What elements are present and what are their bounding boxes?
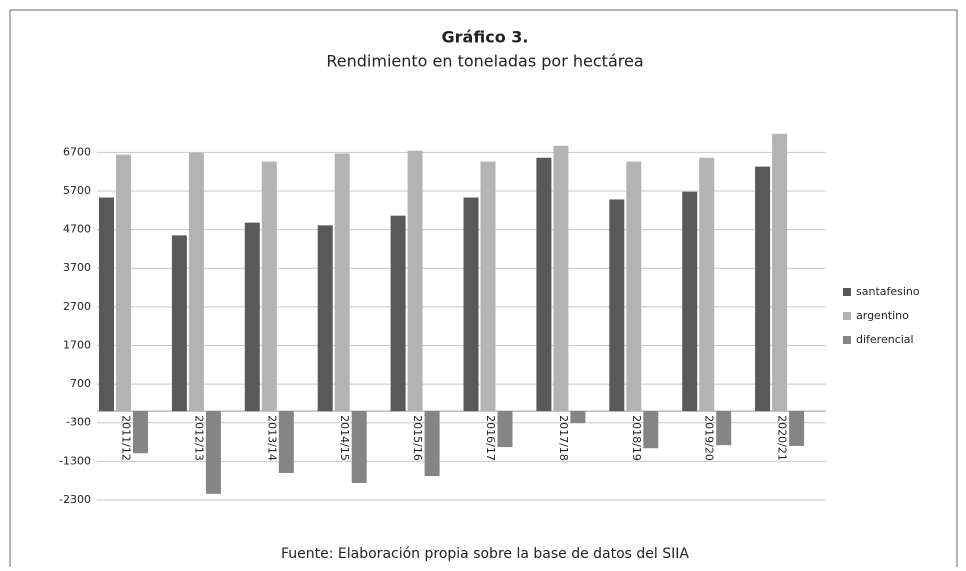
- y-tick-label: 700: [70, 377, 91, 390]
- x-tick-label: 2020/21: [776, 415, 789, 461]
- y-tick-label: -1300: [59, 454, 91, 467]
- x-tick-label: 2014/15: [338, 415, 351, 461]
- y-tick-label: 6700: [63, 145, 91, 158]
- bar: [497, 411, 513, 448]
- bar: [699, 157, 715, 412]
- bar: [424, 411, 440, 477]
- x-tick-label: 2013/14: [265, 415, 278, 461]
- y-tick-label: -300: [66, 416, 91, 429]
- x-tick-label: 2018/19: [630, 415, 643, 461]
- bar: [261, 161, 277, 412]
- bar: [480, 161, 496, 412]
- x-tick-label: 2017/18: [557, 415, 570, 461]
- bar: [570, 411, 586, 424]
- bar: [716, 411, 732, 446]
- bar: [334, 153, 350, 412]
- bar: [99, 197, 114, 412]
- x-tick-label: 2015/16: [411, 415, 424, 461]
- chart-subtitle: Rendimiento en toneladas por hectárea: [326, 52, 643, 71]
- bar: [244, 222, 260, 412]
- source-note: Fuente: Elaboración propia sobre la base…: [281, 546, 689, 562]
- bar: [463, 197, 479, 412]
- bar: [205, 411, 221, 494]
- legend-label: diferencial: [856, 333, 914, 346]
- x-tick-label: 2011/12: [120, 415, 133, 461]
- bar: [351, 411, 367, 484]
- bar: [682, 191, 698, 412]
- y-tick-label: -2300: [59, 493, 91, 506]
- bar: [278, 411, 294, 473]
- chart-title: Gráfico 3.: [442, 28, 529, 47]
- bar: [626, 161, 642, 412]
- y-tick-label: 4700: [63, 223, 91, 236]
- bar: [407, 150, 423, 412]
- y-tick-label: 3700: [63, 261, 91, 274]
- bar: [188, 152, 204, 412]
- x-tick-label: 2012/13: [192, 415, 205, 461]
- y-tick-label: 2700: [63, 300, 91, 313]
- y-tick-label: 1700: [63, 338, 91, 351]
- legend-swatch: [843, 312, 851, 320]
- x-tick-label: 2019/20: [703, 415, 716, 461]
- bar: [133, 411, 148, 454]
- bar: [553, 145, 569, 412]
- bar: [171, 235, 187, 412]
- legend-swatch: [843, 336, 851, 344]
- bar: [772, 133, 788, 412]
- x-tick-label: 2016/17: [484, 415, 497, 461]
- bar: [116, 154, 131, 412]
- bar: [390, 215, 406, 412]
- bar: [789, 411, 805, 446]
- bar: [536, 157, 552, 412]
- bar: [609, 199, 625, 412]
- legend-label: argentino: [856, 309, 909, 322]
- bar: [317, 225, 333, 412]
- bar: [755, 166, 771, 412]
- bar: [643, 411, 659, 449]
- legend-label: santafesino: [856, 285, 920, 298]
- legend-swatch: [843, 288, 851, 296]
- y-tick-label: 5700: [63, 184, 91, 197]
